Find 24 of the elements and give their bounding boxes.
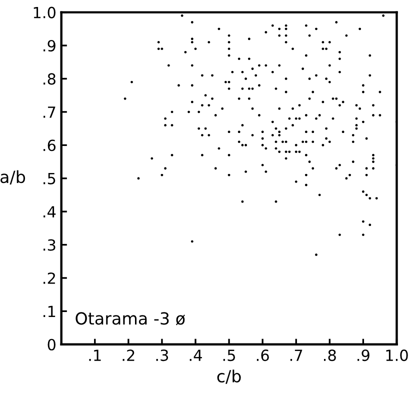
x-tick-label: .6 [256,350,269,362]
x-tick-label: .5 [223,350,235,362]
y-tick-label: .7 [44,106,56,118]
y-tick-label: .2 [44,272,55,284]
x-tick-label: .7 [290,350,302,361]
y-axis-title: a/b [0,170,26,184]
x-tick-label: .2 [122,350,134,361]
y-tick-label: .6 [44,140,56,152]
x-tick-label: .3 [156,350,168,362]
y-tick-label: .1 [44,306,56,317]
x-tick-label: .1 [89,350,101,361]
x-tick-label: .8 [324,350,336,362]
y-tick-label: .5 [44,173,56,184]
y-tick-label: 0 [48,338,56,350]
x-axis-title: c/b [217,370,241,384]
y-tick-label: .4 [44,206,56,218]
x-tick-label: .4 [190,350,202,361]
y-tick-label: 1.0 [34,6,56,18]
x-tick-label: 1.0 [386,350,408,362]
y-tick-label: .8 [44,73,56,85]
y-tick-label: .9 [44,40,56,52]
annotation: Otarama -3 ø [76,312,185,326]
x-tick-label: .9 [358,350,370,362]
y-tick-label: .3 [44,239,56,251]
